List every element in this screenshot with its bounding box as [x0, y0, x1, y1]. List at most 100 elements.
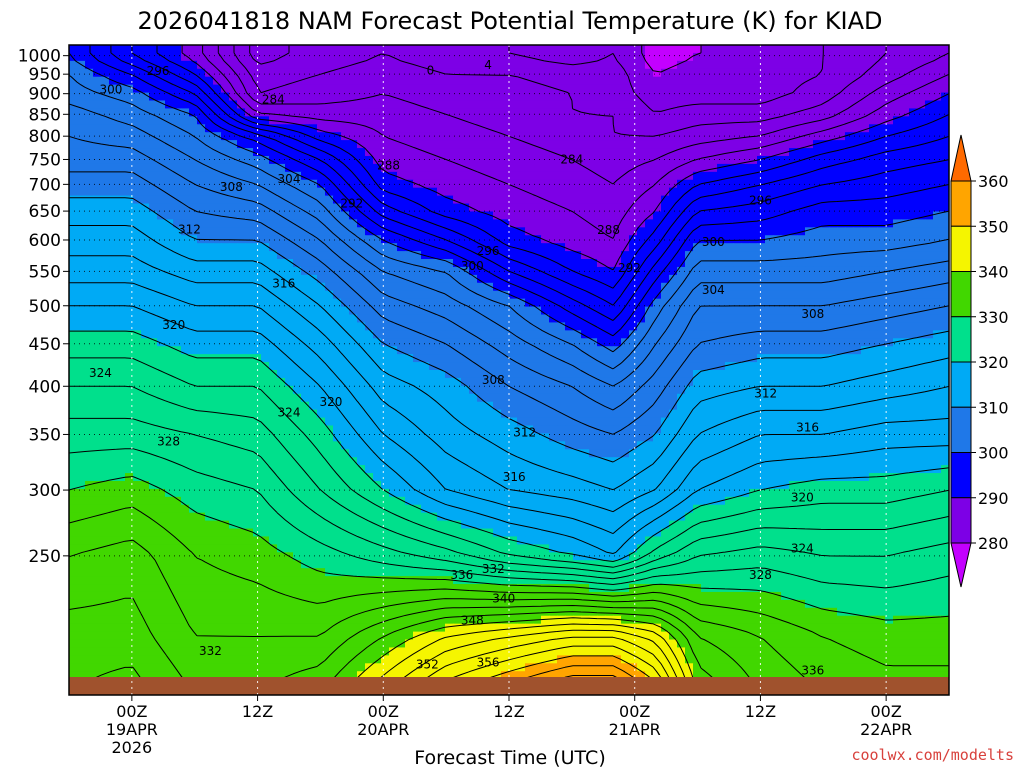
theta-cell	[133, 370, 142, 379]
theta-cell	[189, 362, 198, 371]
theta-cell	[765, 45, 774, 54]
theta-cell	[229, 52, 238, 62]
theta-cell	[501, 219, 510, 228]
theta-cell	[101, 314, 110, 324]
theta-cell	[717, 290, 726, 300]
theta-cell	[925, 45, 934, 54]
theta-cell	[197, 290, 206, 300]
theta-cell	[677, 322, 686, 331]
theta-cell	[701, 219, 710, 228]
theta-cell	[317, 385, 326, 395]
theta-cell	[365, 76, 374, 86]
theta-cell	[733, 140, 742, 149]
theta-cell	[101, 338, 110, 347]
theta-cell	[669, 140, 678, 149]
theta-cell	[149, 298, 158, 308]
theta-cell	[165, 108, 174, 117]
theta-cell	[173, 259, 182, 268]
theta-cell	[429, 282, 438, 292]
theta-cell	[685, 243, 694, 252]
theta-cell	[77, 92, 86, 102]
theta-cell	[861, 76, 870, 86]
theta-cell	[389, 187, 398, 197]
theta-cell	[101, 100, 110, 110]
theta-cell	[437, 203, 446, 213]
theta-cell	[285, 60, 294, 70]
theta-cell	[469, 124, 478, 133]
theta-cell	[621, 306, 630, 316]
theta-cell	[925, 338, 934, 347]
theta-cell	[373, 219, 382, 228]
theta-cell	[333, 84, 342, 94]
theta-cell	[717, 266, 726, 276]
theta-cell	[101, 266, 110, 276]
theta-cell	[333, 203, 342, 213]
theta-cell	[213, 92, 222, 102]
theta-cell	[213, 163, 222, 173]
theta-cell	[85, 322, 94, 331]
theta-cell	[445, 338, 454, 347]
theta-cell	[829, 338, 838, 347]
theta-cell	[565, 330, 574, 339]
theta-cell	[373, 92, 382, 102]
theta-cell	[245, 211, 254, 220]
theta-cell	[877, 314, 886, 324]
theta-cell	[573, 274, 582, 284]
theta-cell	[573, 243, 582, 252]
theta-cell	[781, 84, 790, 94]
theta-cell	[501, 314, 510, 324]
theta-cell	[317, 203, 326, 213]
theta-cell	[533, 195, 542, 205]
theta-cell	[389, 84, 398, 94]
theta-cell	[541, 346, 550, 355]
theta-cell	[165, 68, 174, 78]
theta-cell	[125, 306, 134, 316]
theta-cell	[429, 140, 438, 149]
theta-cell	[605, 354, 614, 363]
theta-cell	[629, 84, 638, 94]
theta-cell	[917, 195, 926, 205]
theta-cell	[133, 401, 142, 411]
theta-cell	[133, 259, 142, 268]
theta-cell	[661, 266, 670, 276]
theta-cell	[613, 84, 622, 94]
theta-cell	[229, 68, 238, 78]
theta-cell	[485, 195, 494, 205]
theta-cell	[221, 76, 230, 86]
theta-cell	[469, 187, 478, 197]
theta-cell	[381, 385, 390, 395]
theta-cell	[637, 124, 646, 133]
theta-cell	[381, 338, 390, 347]
theta-cell	[461, 187, 470, 197]
theta-cell	[149, 124, 158, 133]
theta-cell	[773, 306, 782, 316]
theta-cell	[117, 322, 126, 331]
theta-cell	[925, 76, 934, 86]
theta-cell	[909, 163, 918, 173]
theta-cell	[733, 92, 742, 102]
theta-cell	[605, 330, 614, 339]
theta-cell	[101, 179, 110, 189]
theta-cell	[741, 330, 750, 339]
theta-cell	[933, 251, 942, 260]
theta-cell	[229, 385, 238, 395]
theta-cell	[405, 163, 414, 173]
theta-cell	[845, 100, 854, 110]
theta-cell	[917, 187, 926, 197]
theta-cell	[709, 362, 718, 371]
theta-cell	[445, 298, 454, 308]
theta-cell	[229, 346, 238, 355]
theta-cell	[477, 45, 486, 54]
theta-cell	[829, 322, 838, 331]
theta-cell	[237, 148, 246, 157]
theta-cell	[613, 306, 622, 316]
theta-cell	[149, 148, 158, 157]
theta-cell	[893, 52, 902, 62]
theta-cell	[829, 377, 838, 387]
theta-cell	[125, 140, 134, 149]
theta-cell	[685, 148, 694, 157]
theta-cell	[813, 227, 822, 236]
theta-cell	[917, 330, 926, 339]
theta-cell	[317, 362, 326, 371]
theta-cell	[109, 227, 118, 236]
